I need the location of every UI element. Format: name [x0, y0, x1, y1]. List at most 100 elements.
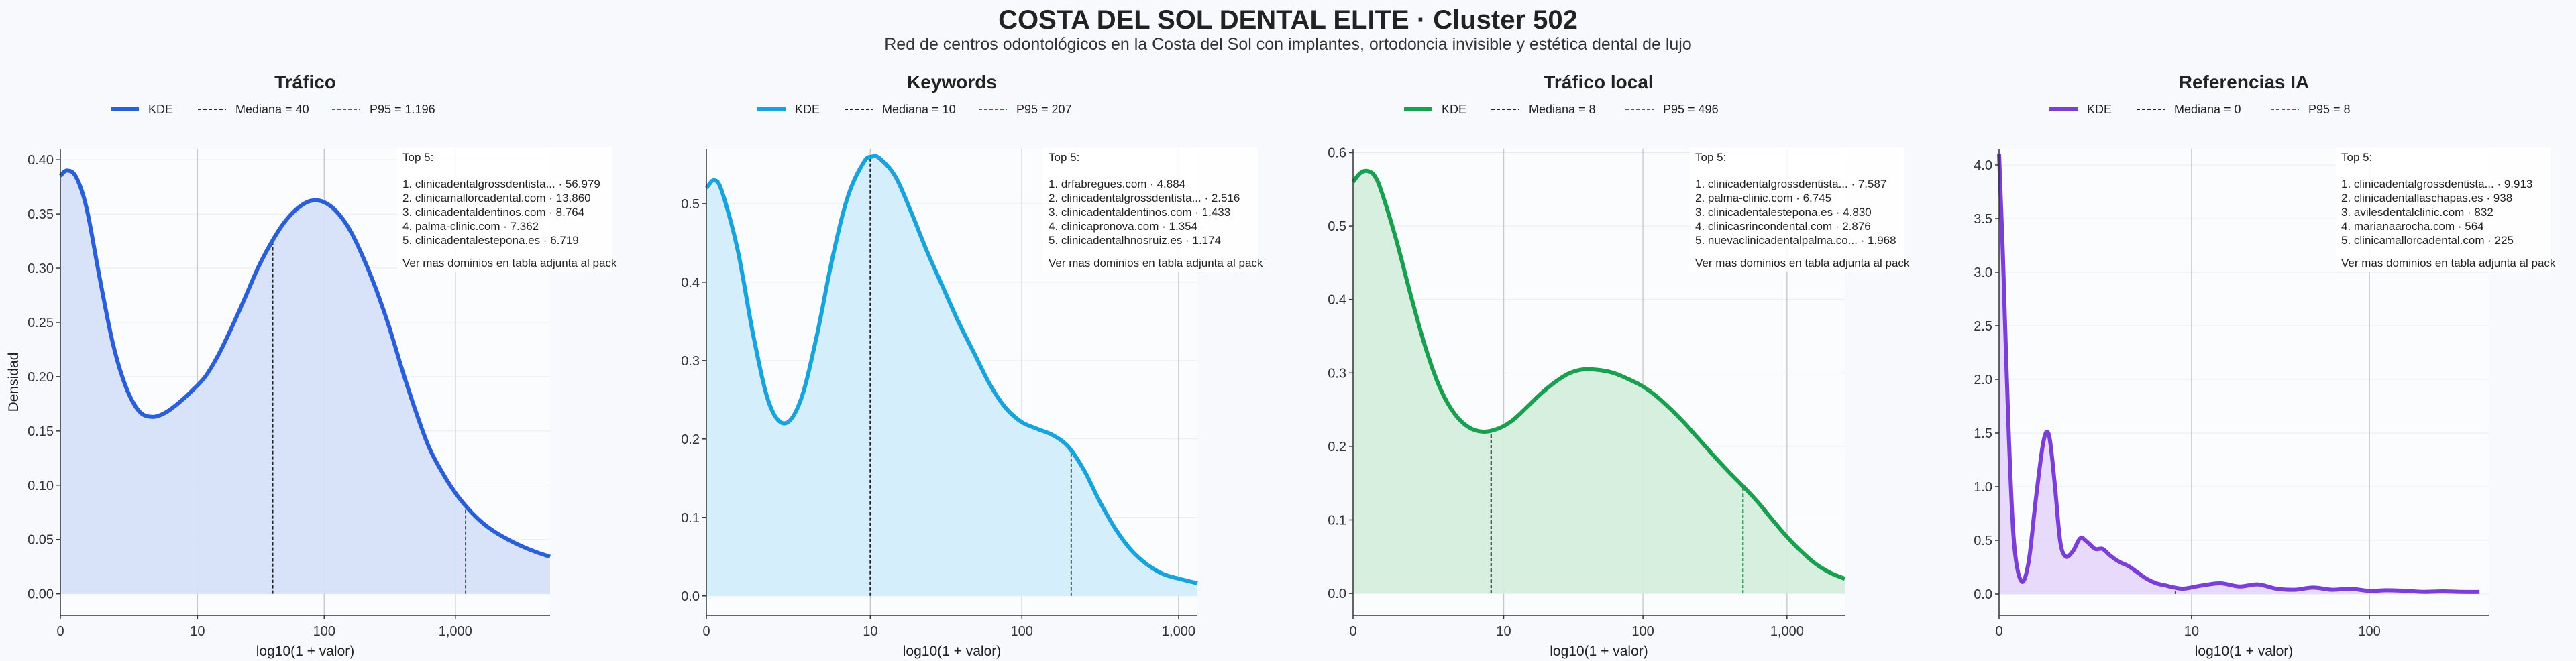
y-tick-label: 0.05	[28, 533, 54, 548]
y-tick-label: 1.5	[1974, 426, 1992, 441]
y-tick-label: 0.15	[28, 424, 54, 439]
legend-median: Mediana = 8	[1529, 103, 1596, 116]
chart-title: Tráfico	[274, 72, 336, 93]
top5-item: 3. clinicadentaldentinos.com · 1.433	[1049, 206, 1230, 219]
top5-title: Top 5:	[1695, 151, 1726, 164]
y-tick-label: 0.35	[28, 207, 54, 222]
top5-box	[1690, 147, 1904, 272]
top5-note: Ver mas dominios en tabla adjunta al pac…	[1049, 257, 1263, 269]
kde-line	[58, 168, 551, 559]
top5-item: 1. clinicadentalgrossdentista... · 56.97…	[402, 178, 600, 190]
y-tick-label: 0.3	[1328, 366, 1346, 381]
y-tick-label: 4.0	[1974, 158, 1992, 173]
x-axis-label: log10(1 + valor)	[2195, 644, 2294, 659]
legend-kde: KDE	[795, 103, 820, 116]
x-axis-label: log10(1 + valor)	[1550, 644, 1648, 659]
page-title: COSTA DEL SOL DENTAL ELITE · Cluster 502	[998, 5, 1578, 35]
y-tick-label: 0.5	[681, 197, 700, 212]
top5-item: 5. clinicadentalestepona.es · 6.719	[402, 234, 579, 247]
y-tick-label: 0.30	[28, 261, 54, 276]
y-tick-label: 0.00	[28, 587, 54, 602]
legend-kde: KDE	[148, 103, 173, 116]
chart-title: Tráfico local	[1544, 72, 1653, 93]
top5-item: 5. clinicamallorcadental.com · 225	[2341, 234, 2514, 247]
y-tick-label: 0.25	[28, 316, 54, 330]
legend-p95: P95 = 496	[1663, 103, 1719, 116]
top5-item: 1. clinicadentalgrossdentista... · 7.587	[1695, 178, 1886, 190]
x-tick-label: 10	[1496, 624, 1511, 639]
x-axis-label: log10(1 + valor)	[256, 644, 355, 659]
kde-line	[1997, 154, 2480, 594]
top5-item: 4. palma-clinic.com · 7.362	[402, 220, 539, 233]
y-tick-label: 0.0	[681, 589, 700, 604]
legend-median: Mediana = 0	[2174, 103, 2241, 116]
x-tick-label: 100	[2358, 624, 2380, 639]
legend-p95: P95 = 8	[2308, 103, 2351, 116]
legend-median: Mediana = 40	[235, 103, 309, 116]
top5-note: Ver mas dominios en tabla adjunta al pac…	[402, 257, 617, 269]
top5-item: 3. clinicadentalestepona.es · 4.830	[1695, 206, 1872, 219]
top5-item: 2. clinicadentallaschapas.es · 938	[2341, 192, 2512, 204]
kde-area	[706, 156, 1197, 596]
x-tick-label: 0	[702, 624, 710, 639]
top5-box	[1043, 147, 1258, 272]
top5-box	[397, 147, 612, 272]
x-tick-label: 0	[56, 624, 64, 639]
y-tick-label: 0.40	[28, 153, 54, 168]
top5-item: 4. marianaarocha.com · 564	[2341, 220, 2484, 233]
top5-item: 4. clinicapronova.com · 1.354	[1049, 220, 1197, 233]
kde-line	[704, 154, 1198, 585]
top5-item: 2. clinicamallorcadental.com · 13.860	[402, 192, 591, 204]
x-tick-label: 1,000	[1770, 624, 1804, 639]
top5-item: 2. clinicadentalgrossdentista... · 2.516	[1049, 192, 1240, 204]
y-tick-label: 0.20	[28, 370, 54, 385]
top5-note: Ver mas dominios en tabla adjunta al pac…	[1695, 257, 1910, 269]
top5-item: 5. clinicadentalhnosruiz.es · 1.174	[1049, 234, 1221, 247]
kde-line	[1351, 168, 1846, 581]
page-subtitle: Red de centros odontológicos en la Costa…	[884, 35, 1692, 54]
kde-area	[1999, 154, 2480, 594]
y-tick-label: 0.1	[681, 511, 700, 526]
top5-title: Top 5:	[2341, 151, 2372, 164]
y-tick-label: 1.0	[1974, 480, 1992, 495]
legend-p95: P95 = 207	[1016, 103, 1072, 116]
legend-kde: KDE	[1442, 103, 1466, 116]
x-tick-label: 1,000	[439, 624, 472, 639]
x-tick-label: 100	[1631, 624, 1654, 639]
y-tick-label: 0.0	[1328, 587, 1346, 601]
top5-item: 4. clinicasrincondental.com · 2.876	[1695, 220, 1871, 233]
x-tick-label: 0	[1349, 624, 1356, 639]
legend-p95: P95 = 1.196	[370, 103, 435, 116]
x-tick-label: 10	[2184, 624, 2199, 639]
legend-kde: KDE	[2087, 103, 2112, 116]
x-tick-label: 100	[1011, 624, 1033, 639]
top5-title: Top 5:	[1049, 151, 1079, 164]
y-tick-label: 3.5	[1974, 212, 1992, 227]
x-tick-label: 10	[863, 624, 877, 639]
x-axis-label: log10(1 + valor)	[903, 644, 1002, 659]
legend-median: Mediana = 10	[882, 103, 956, 116]
top5-box	[2336, 147, 2551, 272]
kde-area	[60, 170, 550, 594]
top5-title: Top 5:	[402, 151, 433, 164]
kde-area	[1353, 170, 1845, 594]
top5-item: 1. drfabregues.com · 4.884	[1049, 178, 1185, 190]
y-tick-label: 0.5	[1974, 534, 1992, 548]
top5-item: 1. clinicadentalgrossdentista... · 9.913	[2341, 178, 2532, 190]
y-tick-label: 0.1	[1328, 514, 1346, 528]
top5-note: Ver mas dominios en tabla adjunta al pac…	[2341, 257, 2556, 269]
y-tick-label: 0.4	[681, 276, 700, 290]
x-tick-label: 10	[190, 624, 205, 639]
top5-item: 2. palma-clinic.com · 6.745	[1695, 192, 1831, 204]
y-tick-label: 2.5	[1974, 319, 1992, 334]
y-tick-label: 0.5	[1328, 219, 1346, 234]
x-tick-label: 100	[313, 624, 335, 639]
y-tick-label: 0.2	[681, 432, 700, 447]
y-tick-label: 0.6	[1328, 145, 1346, 160]
y-axis-label: Densidad	[6, 353, 21, 412]
y-tick-label: 0.2	[1328, 440, 1346, 455]
top5-item: 5. nuevaclinicadentalpalma.co... · 1.968	[1695, 234, 1896, 247]
top5-item: 3. avilesdentalclinic.com · 832	[2341, 206, 2493, 219]
y-tick-label: 0.10	[28, 479, 54, 493]
